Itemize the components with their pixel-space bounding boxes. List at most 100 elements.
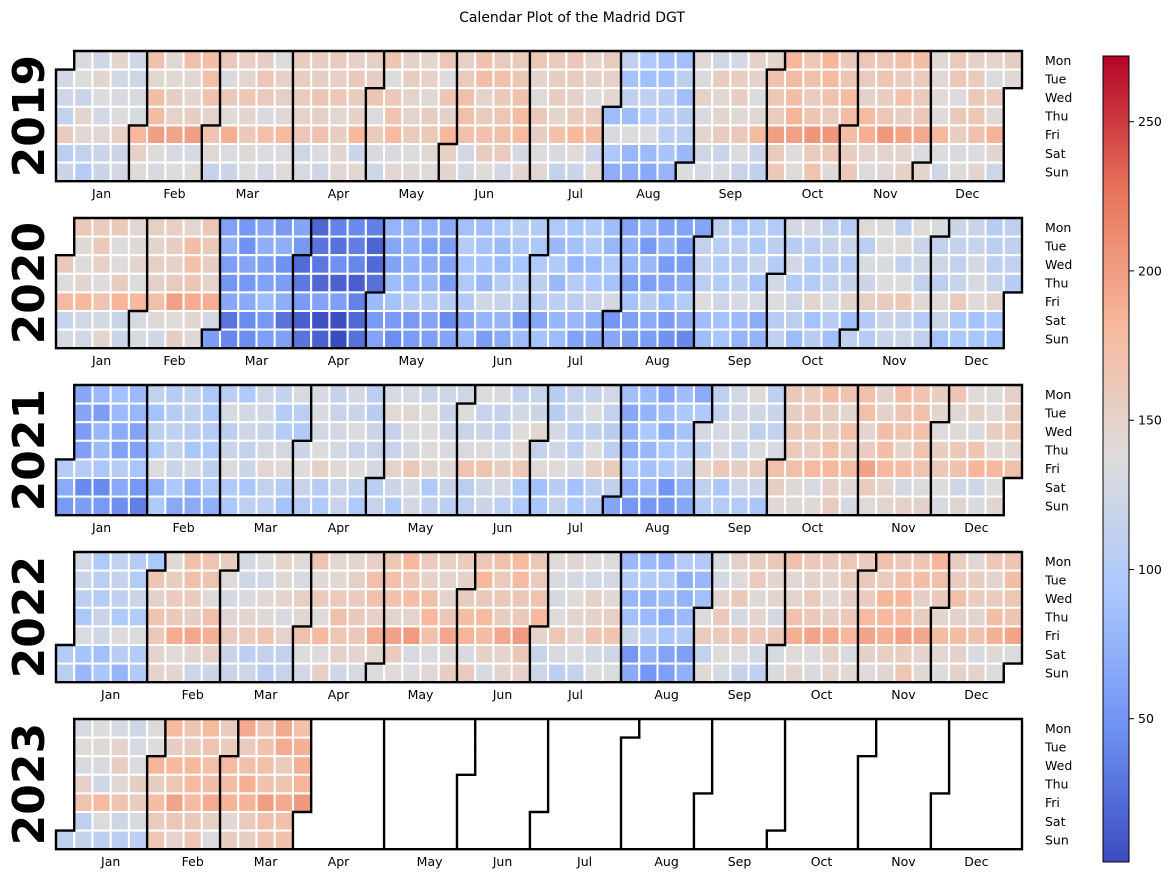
day-cell bbox=[91, 124, 112, 146]
day-cell bbox=[182, 124, 203, 146]
day-cell bbox=[802, 87, 823, 108]
day-cell bbox=[474, 569, 495, 591]
day-cell bbox=[948, 384, 969, 405]
day-cell bbox=[109, 50, 130, 71]
day-cell bbox=[164, 384, 185, 405]
day-cell bbox=[91, 235, 112, 257]
day-cell bbox=[109, 588, 130, 609]
day-cell bbox=[838, 254, 859, 275]
day-cell bbox=[127, 50, 149, 71]
day-cell bbox=[1002, 625, 1024, 647]
day-cell bbox=[109, 736, 130, 758]
day-cell bbox=[729, 384, 750, 405]
day-cell bbox=[291, 272, 313, 294]
day-cell bbox=[219, 755, 240, 776]
day-cell bbox=[565, 569, 586, 591]
day-cell bbox=[565, 124, 586, 146]
day-cell bbox=[383, 217, 404, 238]
day-cell bbox=[437, 569, 458, 591]
day-cell bbox=[929, 551, 951, 572]
day-cell bbox=[656, 143, 677, 164]
day-cell bbox=[601, 384, 623, 405]
weekday-label: Sat bbox=[1045, 480, 1066, 495]
day-cell bbox=[638, 68, 659, 90]
day-cell bbox=[784, 291, 805, 312]
day-cell bbox=[291, 161, 313, 183]
day-cell bbox=[255, 439, 276, 461]
day-cell bbox=[674, 68, 695, 90]
day-cell bbox=[583, 551, 604, 572]
day-cell bbox=[346, 143, 367, 164]
day-cell bbox=[273, 310, 294, 331]
day-cell bbox=[528, 105, 550, 127]
day-cell bbox=[255, 384, 276, 405]
day-cell bbox=[510, 551, 531, 572]
day-cell bbox=[310, 439, 331, 461]
day-cell bbox=[547, 235, 568, 257]
day-cell bbox=[547, 50, 568, 71]
day-cell bbox=[182, 792, 203, 814]
day-cell bbox=[401, 105, 422, 127]
day-cell bbox=[455, 124, 477, 146]
day-cell bbox=[875, 662, 896, 684]
day-cell bbox=[91, 644, 112, 665]
day-cell bbox=[747, 291, 768, 312]
day-cell bbox=[310, 143, 331, 164]
day-cell bbox=[510, 662, 531, 684]
day-cell bbox=[765, 588, 787, 609]
day-cell bbox=[182, 773, 203, 795]
day-cell bbox=[383, 644, 404, 665]
day-cell bbox=[383, 421, 404, 442]
day-cell bbox=[328, 310, 349, 331]
day-cell bbox=[492, 254, 513, 275]
day-cell bbox=[219, 773, 240, 795]
day-cell bbox=[984, 569, 1005, 591]
day-cell bbox=[875, 161, 896, 183]
day-cell bbox=[73, 773, 94, 795]
day-cell bbox=[820, 143, 841, 164]
day-cell bbox=[55, 644, 76, 665]
day-cell bbox=[802, 105, 823, 127]
day-cell bbox=[255, 625, 276, 647]
day-cell bbox=[219, 588, 240, 609]
day-cell bbox=[583, 272, 604, 294]
day-cell bbox=[656, 402, 677, 424]
day-cell bbox=[656, 477, 677, 498]
day-cell bbox=[219, 105, 240, 127]
day-cell bbox=[146, 235, 167, 257]
day-cell bbox=[856, 458, 878, 479]
month-label: Sep bbox=[719, 186, 743, 201]
day-cell bbox=[966, 105, 987, 127]
day-cell bbox=[674, 235, 695, 257]
day-cell bbox=[146, 458, 167, 479]
day-cell bbox=[109, 402, 130, 424]
day-cell bbox=[364, 458, 386, 479]
day-cell bbox=[474, 254, 495, 275]
day-cell bbox=[948, 551, 969, 572]
day-cell bbox=[820, 439, 841, 461]
day-cell bbox=[729, 235, 750, 257]
weekday-label: Sat bbox=[1045, 647, 1066, 662]
day-cell bbox=[893, 569, 914, 591]
day-cell bbox=[383, 662, 404, 684]
day-cell bbox=[911, 402, 932, 424]
day-cell bbox=[583, 235, 604, 257]
day-cell bbox=[328, 402, 349, 424]
day-cell bbox=[784, 458, 805, 479]
day-cell bbox=[346, 402, 367, 424]
day-cell bbox=[692, 68, 714, 90]
day-cell bbox=[784, 105, 805, 127]
day-cell bbox=[620, 588, 641, 609]
weekday-label: Sun bbox=[1045, 498, 1069, 513]
day-cell bbox=[765, 569, 787, 591]
day-cell bbox=[528, 402, 550, 424]
day-cell bbox=[984, 625, 1005, 647]
day-cell bbox=[875, 458, 896, 479]
day-cell bbox=[929, 588, 951, 609]
day-cell bbox=[528, 328, 550, 350]
day-cell bbox=[73, 328, 94, 350]
day-cell bbox=[437, 458, 458, 479]
day-cell bbox=[492, 402, 513, 424]
day-cell bbox=[182, 439, 203, 461]
day-cell bbox=[802, 551, 823, 572]
